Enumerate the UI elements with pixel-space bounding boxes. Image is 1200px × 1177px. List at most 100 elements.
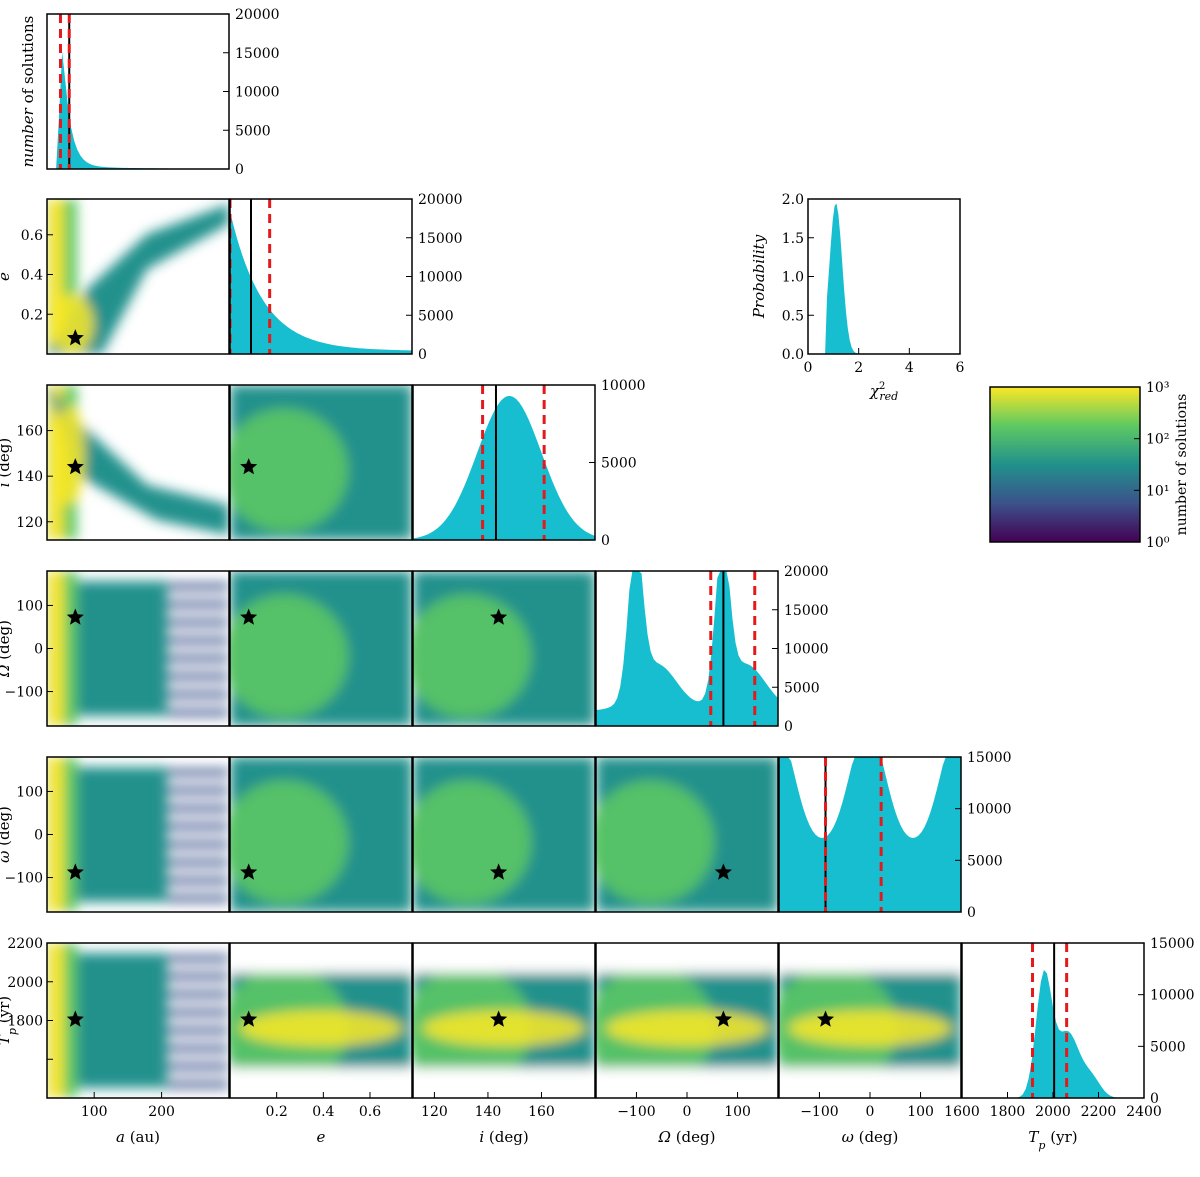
density-panel-Tp-vs-i — [413, 943, 595, 1098]
xtick-label: 0.2 — [266, 1104, 288, 1120]
hist-ytick-label: 5000 — [601, 456, 637, 472]
hist-ytick-label: 15000 — [235, 46, 280, 62]
chi2-xtick-label: 2 — [854, 360, 863, 376]
density-panel-Tp-vs-e — [230, 943, 412, 1098]
colorbar-tick-label: 10² — [1146, 432, 1169, 448]
panel-frame — [46, 384, 230, 541]
panel-frame — [46, 570, 230, 727]
row-label-Tp: Tp (yr) — [0, 996, 19, 1045]
panel-frame — [595, 570, 779, 727]
xtick-label: 2000 — [1035, 1104, 1071, 1120]
colorbar-tick-label: 10³ — [1146, 380, 1169, 396]
chi2-ytick-label: 2.0 — [782, 192, 804, 208]
hist-ytick-label: 10000 — [418, 270, 463, 286]
panel-frame — [778, 756, 962, 913]
density-peak — [50, 294, 94, 354]
hist-ytick-label: 5000 — [784, 680, 820, 696]
hist-ytick-label: 5000 — [967, 853, 1003, 869]
density-band — [47, 385, 229, 535]
best-fit-star — [66, 329, 84, 346]
best-fit-star — [714, 1010, 732, 1027]
row-label-e: e — [0, 272, 13, 281]
chi2-xtick-label: 0 — [804, 360, 813, 376]
xtick-label: 100 — [724, 1104, 751, 1120]
histogram-panels — [47, 14, 1144, 1098]
panel-frame — [46, 13, 230, 170]
row-label-i: i (deg) — [0, 438, 13, 487]
best-fit-star — [240, 458, 258, 475]
density-peak — [49, 571, 63, 726]
histogram-bars — [779, 757, 961, 912]
col-label-Tp: Tp (yr) — [1028, 1128, 1077, 1152]
hist-ytick-label: 15000 — [967, 750, 1012, 766]
ytick-label: 1800 — [7, 1014, 43, 1030]
hist-ytick-label: 20000 — [235, 7, 280, 23]
density-band — [77, 767, 167, 902]
ytick-label: −100 — [5, 685, 43, 701]
chi2-ytick-label: 0.5 — [782, 308, 804, 324]
xtick-label: 200 — [148, 1104, 175, 1120]
chi2-inset — [808, 203, 960, 354]
xtick-label: 0.6 — [359, 1104, 381, 1120]
hist-ytick-label: 5000 — [418, 308, 454, 324]
colorbar-label: number of solutions — [1174, 394, 1190, 536]
col-label-i: i (deg) — [479, 1128, 528, 1146]
chi2-ytick-label: 0.0 — [782, 347, 804, 363]
density-peak — [230, 408, 349, 533]
hist-ytick-label: 5000 — [1150, 1039, 1186, 1055]
hist-ytick-label: 15000 — [784, 603, 829, 619]
hist-ytick-label: 10000 — [784, 642, 829, 658]
histogram-bars — [47, 51, 229, 170]
density-peak — [230, 780, 349, 905]
ytick-label: 140 — [16, 469, 43, 485]
hist-ytick-label: 10000 — [967, 802, 1012, 818]
density-panel-omega-vs-a — [47, 757, 229, 912]
xtick-label: 2400 — [1126, 1104, 1162, 1120]
density-panel-i-vs-a — [47, 385, 229, 540]
density-panel-Omega-vs-a — [47, 571, 229, 726]
chi2-ytick-label: 1.0 — [782, 270, 804, 286]
density-panel-Tp-vs-omega — [779, 943, 961, 1098]
best-fit-star — [240, 863, 258, 880]
xtick-label: 1800 — [990, 1104, 1026, 1120]
row-label-Omega: Ω (deg) — [0, 620, 13, 678]
panel-frame — [412, 942, 596, 1099]
chi2-xtick-label: 4 — [905, 360, 914, 376]
histogram-a — [47, 14, 229, 170]
density-panel-Tp-vs-a — [47, 943, 229, 1098]
panel-frame — [46, 942, 230, 1099]
colorbar — [989, 386, 1141, 543]
col-label-e: e — [317, 1128, 326, 1146]
best-fit-star — [66, 863, 84, 880]
ytick-label: −100 — [5, 871, 43, 887]
density-panel-omega-vs-Omega — [596, 757, 778, 912]
density-peak — [422, 1010, 586, 1047]
histogram-Omega — [596, 571, 778, 726]
chi2-ytick-label: 1.5 — [782, 231, 804, 247]
ytick-label: 120 — [16, 515, 43, 531]
density-panel-Omega-vs-i — [413, 571, 595, 726]
histogram-bars — [962, 969, 1144, 1098]
panel-frame — [229, 198, 413, 355]
panel-frame — [412, 384, 596, 541]
xtick-label: −100 — [617, 1104, 655, 1120]
best-fit-star — [490, 1010, 508, 1027]
hist-ytick-label: 0 — [235, 162, 244, 178]
best-fit-star — [714, 863, 732, 880]
hist-ytick-label: 0 — [601, 533, 610, 549]
ytick-label: 0 — [34, 828, 43, 844]
ytick-label: 160 — [16, 424, 43, 440]
density-band — [77, 581, 167, 716]
density-panel-Omega-vs-e — [230, 571, 412, 726]
histogram-bars — [413, 395, 595, 540]
histogram-omega — [779, 757, 961, 912]
density-peak — [596, 780, 715, 905]
row-label-omega: ω (deg) — [0, 806, 13, 863]
ytick-label: 100 — [16, 598, 43, 614]
density-empty — [596, 943, 778, 973]
density-panel-e-vs-a — [47, 199, 229, 354]
density-peak — [788, 1010, 952, 1047]
histogram-bars — [230, 211, 412, 354]
xtick-label: 120 — [421, 1104, 448, 1120]
